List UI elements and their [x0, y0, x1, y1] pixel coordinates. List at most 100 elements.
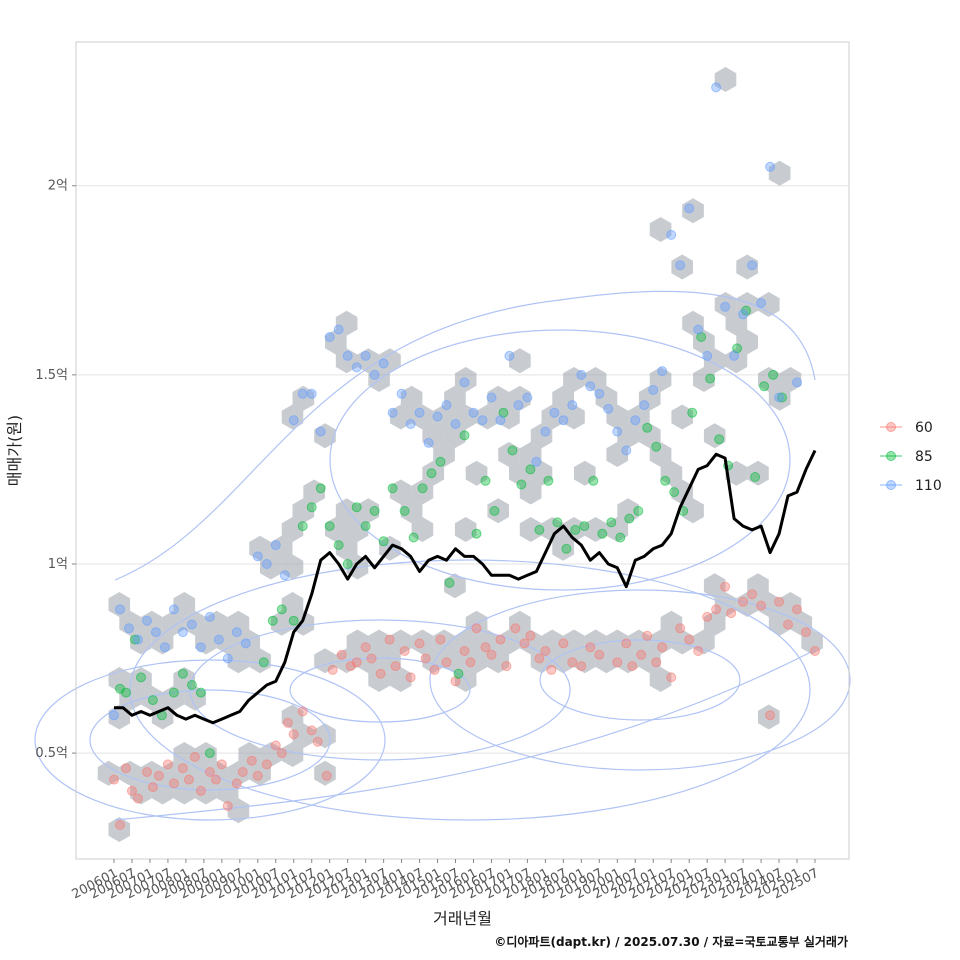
hexbin-cell	[660, 610, 683, 636]
hexbin-cell	[801, 629, 823, 655]
hexbin-cell	[563, 367, 585, 392]
hexbin-cell	[249, 535, 271, 561]
data-point-60	[142, 767, 152, 777]
data-point-60	[321, 770, 332, 781]
legend-key-marker	[886, 422, 896, 432]
data-point-60	[312, 736, 323, 747]
density-contour	[429, 589, 851, 771]
data-point-110	[369, 369, 380, 380]
data-point-60	[183, 774, 194, 785]
hexbin-cell	[584, 629, 607, 655]
hexbin-cell	[281, 554, 304, 580]
trend-line	[114, 449, 817, 725]
hexbin-cell	[509, 460, 531, 486]
data-point-110	[159, 642, 170, 653]
data-point-60	[288, 729, 299, 740]
panel-border	[75, 41, 850, 860]
data-point-110	[675, 260, 686, 271]
data-point-110	[333, 324, 344, 335]
data-point-85	[115, 683, 125, 694]
data-point-60	[486, 649, 497, 660]
data-point-85	[408, 532, 419, 543]
legend-key-marker	[886, 451, 896, 461]
density-contour	[34, 659, 386, 821]
data-point-60	[627, 661, 638, 672]
hexbin-cell	[606, 404, 629, 430]
data-point-85	[324, 521, 335, 532]
data-point-85	[597, 528, 608, 539]
data-point-110	[594, 388, 605, 399]
data-point-60	[540, 646, 551, 656]
data-point-110	[747, 260, 758, 271]
legend-label: 85	[915, 449, 933, 465]
data-point-110	[177, 627, 188, 638]
hexbin-cell	[595, 648, 618, 674]
data-point-85	[759, 381, 770, 392]
hexbin-cell	[476, 629, 499, 655]
hexbin-cell	[671, 479, 693, 505]
data-point-60	[594, 649, 605, 660]
data-point-60	[390, 661, 401, 672]
data-point-110	[270, 540, 281, 551]
hexbin-cell	[270, 535, 293, 561]
data-point-110	[405, 419, 416, 429]
data-point-60	[297, 706, 308, 717]
data-point-60	[801, 627, 811, 638]
hexbin-cell	[649, 667, 672, 692]
data-point-110	[168, 604, 179, 615]
x-axis: 2006012006072007012007072008012008072009…	[70, 859, 821, 902]
hexbin-cell	[389, 479, 412, 505]
hexbin-cell	[368, 667, 390, 692]
hexbin-cell	[498, 629, 520, 655]
hexbin-cell	[281, 592, 304, 617]
data-point-85	[552, 517, 563, 528]
hexbin-cell	[703, 423, 726, 449]
hexbin-cell	[519, 442, 542, 467]
data-point-110	[711, 82, 722, 93]
data-point-110	[115, 604, 125, 615]
hexbin-cell	[649, 629, 672, 655]
data-point-60	[306, 725, 317, 736]
data-point-110	[150, 627, 161, 638]
data-point-60	[567, 657, 578, 668]
data-point-60	[195, 785, 206, 796]
hexbin-cell	[325, 329, 347, 355]
data-point-110	[204, 611, 215, 622]
hexbin-cell	[389, 667, 412, 692]
data-point-60	[282, 717, 293, 728]
data-point-85	[435, 456, 446, 467]
hexbin-cell	[758, 367, 780, 392]
data-point-110	[360, 350, 371, 361]
hexbin-cell	[314, 648, 336, 674]
data-point-60	[168, 778, 179, 789]
hexbin-cell	[130, 667, 152, 692]
data-point-110	[261, 559, 272, 569]
y-tick-label: 0.5억	[35, 746, 68, 761]
hexbin-cell	[584, 367, 607, 392]
data-point-110	[213, 634, 224, 645]
hexbin-cell	[184, 760, 206, 786]
data-point-110	[576, 369, 587, 380]
data-point-110	[486, 392, 497, 403]
data-point-110	[240, 638, 251, 649]
hexbin-cell	[141, 685, 163, 711]
data-point-85	[417, 483, 428, 494]
hexbin-cell	[584, 517, 607, 542]
data-point-85	[624, 513, 635, 524]
hexbin-cell	[238, 629, 260, 655]
legend-label: 110	[915, 478, 942, 494]
data-point-110	[720, 301, 731, 312]
data-point-60	[210, 774, 221, 785]
data-point-110	[414, 407, 425, 418]
data-point-60	[465, 657, 476, 668]
data-point-85	[525, 464, 536, 475]
hexbin-cell	[444, 573, 466, 599]
data-point-60	[747, 589, 758, 600]
data-point-110	[531, 456, 542, 467]
data-point-110	[684, 203, 695, 214]
data-point-60	[480, 642, 491, 653]
hexbin-cell	[725, 310, 748, 336]
hexbin-cell	[281, 404, 304, 430]
data-point-60	[525, 630, 536, 641]
hexbin-cell	[444, 385, 466, 411]
